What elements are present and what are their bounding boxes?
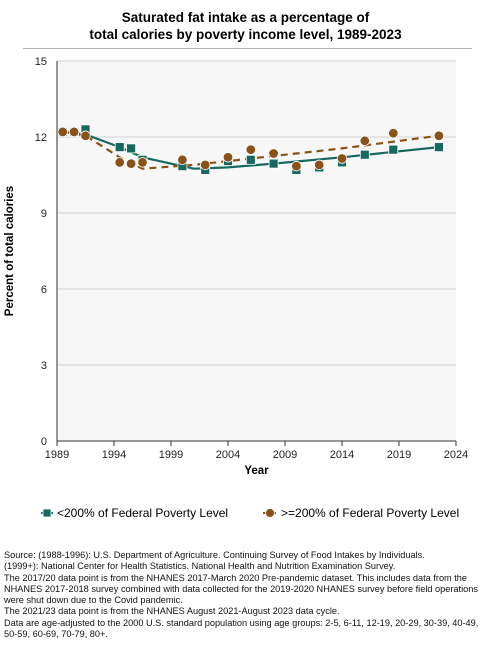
data-point-low-income (126, 143, 136, 154)
data-point-high-income (245, 144, 257, 155)
trend-line-high-income (62, 130, 440, 170)
x-tick-label: 2024 (444, 449, 468, 461)
data-point-high-income (114, 157, 125, 168)
y-tick-label: 9 (41, 208, 47, 220)
y-tick-label: 0 (41, 436, 47, 448)
data-point-high-income (314, 159, 325, 171)
data-point-high-income (336, 153, 348, 164)
legend-label-high-income: >=200% of Federal Poverty Level (281, 506, 460, 520)
data-point-high-income (177, 154, 188, 166)
legend-label-low-income: <200% of Federal Poverty Level (57, 506, 229, 520)
source-line: The 2021/23 data point is from the NHANE… (4, 606, 340, 617)
data-point-high-income (222, 152, 234, 163)
chart-title-line-1: Saturated fat intake as a percentage of (121, 10, 370, 25)
data-point-high-income (125, 158, 137, 169)
data-point-high-income (268, 148, 279, 159)
data-point-high-income (199, 159, 211, 171)
x-tick-label: 2004 (216, 449, 240, 461)
chart-area: 0 3 6 9 12 15 1989 1994 1999 2004 2009 2014 2019 2024… (4, 56, 468, 477)
y-tick-label: 3 (41, 360, 47, 372)
data-point-high-income (57, 126, 68, 138)
data-point-high-income (137, 157, 148, 168)
data-point-low-income (433, 142, 444, 153)
title-divider (23, 48, 472, 49)
data-point-low-income (245, 154, 256, 165)
x-tick-label: 1999 (159, 449, 183, 461)
x-tick-label: 2019 (387, 449, 411, 461)
source-line: Data are age-adjusted to the 2000 U.S. s… (4, 617, 479, 640)
chart-title-line-2: total calories by poverty income level, … (89, 27, 402, 42)
circle-marker-icon (263, 508, 277, 518)
y-tick-label: 6 (41, 284, 47, 296)
square-marker-icon (41, 508, 53, 518)
legend-item-low-income: <200% of Federal Poverty Level (40, 506, 228, 520)
data-point-high-income (359, 135, 371, 147)
source-line: Source: (1988-1996): U.S. Department of … (4, 550, 425, 560)
source-line: (1999+): National Center for Health Stat… (4, 561, 396, 572)
y-axis-label: Percent of total calories (4, 186, 16, 316)
x-axis-label: Year (244, 465, 269, 477)
data-point-high-income (68, 126, 80, 138)
data-point-high-income (80, 130, 91, 141)
data-point-high-income (388, 127, 399, 139)
y-tick-label: 12 (35, 132, 47, 144)
data-point-high-income (433, 130, 445, 141)
data-point-high-income (291, 160, 302, 172)
data-point-low-income (388, 144, 399, 155)
x-tick-label: 2014 (330, 449, 354, 461)
source-line: The 2017/20 data point is from the NHANE… (4, 572, 478, 606)
x-tick-label: 1989 (45, 449, 69, 461)
legend-item-high-income: >=200% of Federal Poverty Level (262, 506, 459, 520)
x-tick-label: 1994 (102, 449, 126, 461)
trend-line-low-income (62, 130, 440, 170)
data-point-low-income (359, 149, 370, 160)
x-tick-label: 2009 (273, 449, 297, 461)
y-tick-label: 15 (35, 56, 47, 68)
source-notes: Source: (1988-1996): U.S. Department of … (4, 550, 488, 640)
chart-title: Saturated fat intake as a percentage of … (0, 9, 491, 43)
data-point-low-income (268, 158, 279, 169)
data-point-low-income (114, 142, 125, 153)
plot-background (57, 61, 456, 441)
